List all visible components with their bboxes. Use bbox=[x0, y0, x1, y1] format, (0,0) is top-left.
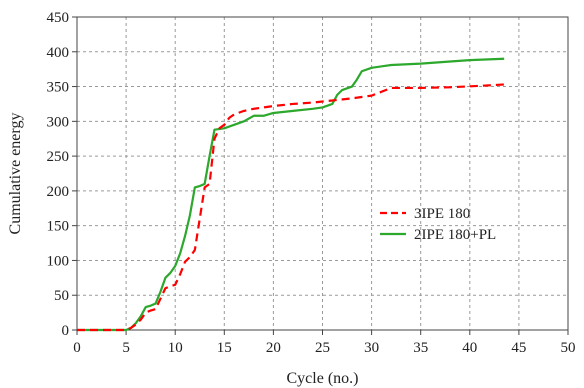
x-tick-label: 30 bbox=[364, 340, 379, 356]
y-tick-label: 50 bbox=[54, 288, 69, 304]
y-tick-label: 100 bbox=[47, 253, 70, 269]
axes: 0 5 10 15 20 25 30 35 40 45 50 0 50 100 150 200 250 300 35… bbox=[47, 10, 576, 356]
y-tick-label: 200 bbox=[47, 184, 70, 200]
x-tick-label: 5 bbox=[122, 340, 130, 356]
series-line-1 bbox=[77, 57, 505, 332]
y-tick-label: 350 bbox=[47, 80, 70, 96]
x-tick-label: 20 bbox=[266, 340, 281, 356]
y-tick-label: 250 bbox=[47, 149, 70, 165]
series-line-0 bbox=[77, 83, 505, 332]
x-tick-label: 0 bbox=[73, 340, 81, 356]
y-tick-label: 450 bbox=[47, 10, 70, 26]
y-tick-label: 0 bbox=[62, 323, 70, 339]
x-tick-label: 35 bbox=[413, 340, 428, 356]
x-axis-title: Cycle (no.) bbox=[287, 370, 359, 387]
x-tick-label: 40 bbox=[462, 340, 477, 356]
y-tick-label: 400 bbox=[47, 45, 70, 61]
y-tick-label: 150 bbox=[47, 219, 70, 235]
x-tick-label: 45 bbox=[511, 340, 526, 356]
x-tick-label: 10 bbox=[168, 340, 183, 356]
series-lines bbox=[77, 57, 505, 332]
legend-label-1: 2IPE 180+PL bbox=[414, 227, 496, 243]
x-tick-label: 25 bbox=[315, 340, 330, 356]
legend-label-0: 3IPE 180 bbox=[414, 206, 470, 222]
grid bbox=[77, 17, 568, 330]
x-tick-label: 15 bbox=[217, 340, 232, 356]
legend: 3IPE 180 2IPE 180+PL bbox=[380, 206, 496, 243]
y-axis-title: Cumulative energy bbox=[7, 113, 24, 235]
y-tick-label: 300 bbox=[47, 114, 70, 130]
x-tick-label: 50 bbox=[561, 340, 576, 356]
